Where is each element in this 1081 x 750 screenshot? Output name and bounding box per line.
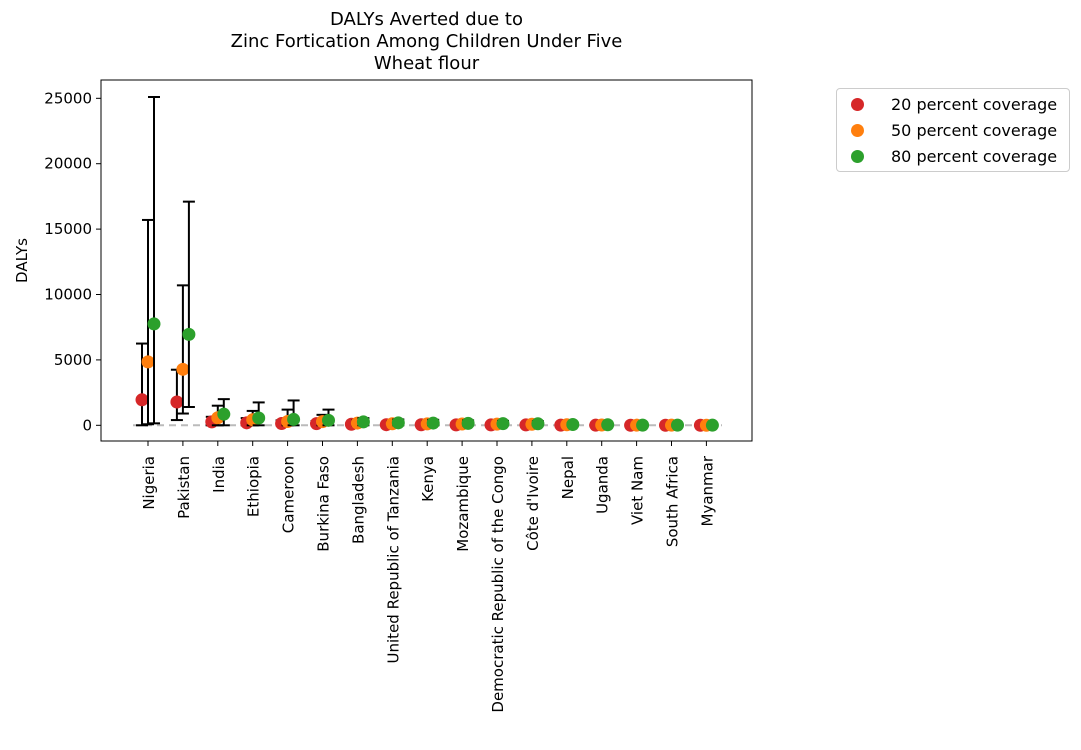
data-point <box>170 395 184 409</box>
data-point <box>426 416 440 430</box>
chart-title-line-3: Wheat flour <box>373 53 480 74</box>
data-point <box>391 416 405 430</box>
x-tick-label: Viet Nam <box>629 456 647 525</box>
data-point <box>287 412 301 426</box>
y-tick-label: 5000 <box>54 351 92 369</box>
y-tick-label: 20000 <box>44 155 92 173</box>
y-tick-label: 10000 <box>44 286 92 304</box>
data-point <box>182 327 196 341</box>
data-point <box>147 317 161 331</box>
data-point <box>705 418 719 432</box>
x-tick-label: Pakistan <box>175 456 193 519</box>
series-80-percent-coverage <box>147 96 719 432</box>
data-point <box>636 418 650 432</box>
chart-title-line-1: DALYs Averted due to <box>330 9 523 30</box>
x-tick-label: Bangladesh <box>349 456 367 544</box>
x-tick-label: Nepal <box>559 456 577 499</box>
x-tick-label: South Africa <box>664 456 682 547</box>
data-point <box>217 407 231 421</box>
legend-label-50-percent: 50 percent coverage <box>891 120 1058 140</box>
legend-item-80-percent: 80 percent coverage <box>851 146 1057 166</box>
legend-label-80-percent: 80 percent coverage <box>891 146 1058 166</box>
x-tick-label: Kenya <box>419 456 437 502</box>
y-tick-label: 25000 <box>44 89 92 107</box>
legend-swatch-20-percent <box>851 97 864 111</box>
data-point <box>322 413 335 427</box>
data-point <box>601 418 615 432</box>
legend-item-20-percent: 20 percent coverage <box>851 94 1057 114</box>
data-point <box>671 418 684 432</box>
x-tick-label: Ethiopia <box>245 456 263 517</box>
legend-swatch-50-percent <box>851 123 864 137</box>
data-point <box>496 417 510 431</box>
x-tick-label: United Republic of Tanzania <box>384 456 402 663</box>
x-tick-label: Cameroon <box>280 456 298 533</box>
x-tick-label: Democratic Republic of the Congo <box>489 456 507 713</box>
x-tick-label: Côte d'Ivoire <box>524 456 542 551</box>
data-point <box>461 416 475 430</box>
chart-legend: 20 percent coverage 50 percent coverage … <box>836 88 1070 172</box>
x-tick-label: Uganda <box>594 456 612 514</box>
data-point <box>566 418 580 432</box>
data-point <box>531 417 545 431</box>
x-tick-label: Myanmar <box>698 455 716 526</box>
x-tick-label: Nigeria <box>140 456 158 510</box>
y-tick-label: 15000 <box>44 220 92 238</box>
data-point <box>135 393 149 407</box>
legend-swatch-80-percent <box>851 149 864 163</box>
y-axis-label: DALYs <box>13 238 31 283</box>
legend-label-20-percent: 20 percent coverage <box>891 94 1058 114</box>
chart-title-line-2: Zinc Fortication Among Children Under Fi… <box>230 31 623 52</box>
data-point <box>252 411 266 425</box>
x-tick-label: India <box>210 456 228 493</box>
x-tick-label: Mozambique <box>454 456 472 552</box>
legend-item-50-percent: 50 percent coverage <box>851 120 1057 140</box>
data-point <box>141 355 155 369</box>
data-point <box>176 362 190 376</box>
x-tick-label: Burkina Faso <box>315 456 333 552</box>
y-tick-label: 0 <box>82 416 92 434</box>
data-point <box>356 415 370 429</box>
plot-frame <box>100 79 753 442</box>
